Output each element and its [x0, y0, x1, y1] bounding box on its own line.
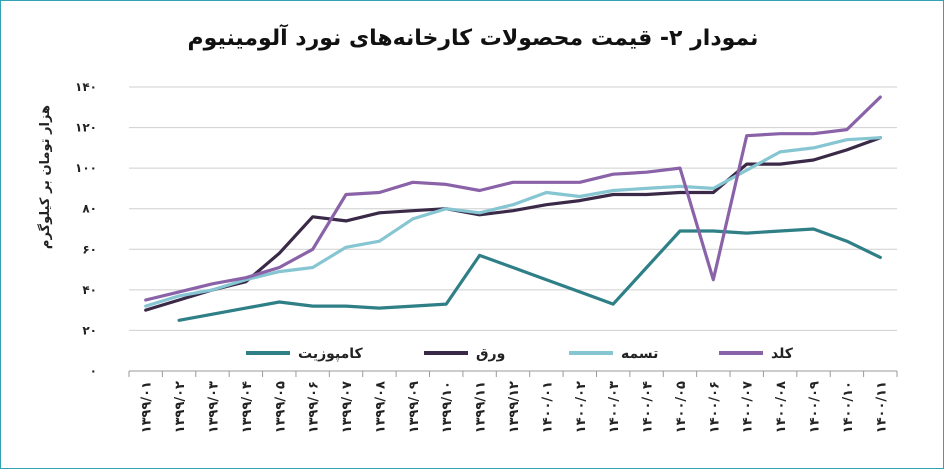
series-lines: [144, 95, 882, 322]
y-axis-label: هزار تومان بر کیلوگرم: [37, 105, 53, 249]
x-tick-label: ۱۳۹۹/۱۱: [474, 381, 489, 433]
x-tick-label: ۱۳۹۹/۰۸: [373, 381, 388, 433]
legend: کامپوزیت ورق تسمه کلد: [246, 346, 794, 362]
y-tick-label: ۱۰۰: [75, 161, 97, 175]
series-line: [144, 136, 882, 308]
x-tick-label: ۱۴۰۰/۰۸: [774, 381, 789, 433]
x-tick-label: ۱۴۰۰/۰۷: [741, 381, 756, 433]
y-tick-label: ۱۴۰: [75, 80, 97, 94]
x-tick-label: ۱۳۹۹/۰۲: [173, 381, 188, 433]
x-tick-label: ۱۳۹۹/۰۹: [407, 381, 422, 433]
x-tick-label: ۱۳۹۹/۰۴: [240, 381, 255, 433]
x-tick-label: ۱۴۰۰/۰۹: [808, 381, 823, 433]
y-axis-ticks: ۰ ۲۰ ۴۰ ۶۰ ۸۰ ۱۰۰ ۱۲۰ ۱۴۰: [75, 80, 97, 378]
x-tick-label: ۱۳۹۹/۰۳: [206, 381, 221, 433]
x-tick-label: ۱۴۰۰/۰۲: [574, 381, 589, 433]
series-line: [177, 227, 882, 322]
legend-label: کامپوزیت: [298, 346, 364, 362]
x-tick-label: ۱۴۰۰/۰۶: [707, 381, 722, 433]
x-tick-label: ۱۳۹۹/۰۶: [307, 381, 322, 433]
y-tick-label: ۸۰: [82, 202, 97, 216]
x-tick-label: ۱۴۰۰/۱۰: [841, 381, 856, 433]
y-tick-label: ۲۰: [82, 323, 97, 337]
x-tick-label: ۱۳۹۹/۱۰: [440, 381, 455, 433]
chart-title: نمودار ۲- قیمت محصولات کارخانه‌های نورد …: [188, 23, 759, 51]
x-tick-label: ۱۳۹۹/۱۲: [507, 381, 522, 433]
y-tick-label: ۱۲۰: [75, 121, 97, 135]
legend-label: کلد: [771, 346, 794, 362]
x-tick-label: ۱۴۰۰/۰۳: [607, 381, 622, 433]
x-tick-label: ۱۴۰۰/۱۱: [874, 381, 889, 433]
legend-label: ورق: [476, 346, 505, 362]
x-tick-label: ۱۳۹۹/۰۵: [273, 381, 288, 433]
x-tick-label: ۱۴۰۰/۰۱: [540, 381, 555, 433]
series-line: [144, 95, 882, 302]
x-tick-label: ۱۴۰۰/۰۴: [641, 381, 656, 433]
series-line: [144, 136, 882, 312]
x-axis-ticks: ۱۳۹۹/۰۱ ۱۳۹۹/۰۲ ۱۳۹۹/۰۳ ۱۳۹۹/۰۴ ۱۳۹۹/۰۵ ۱۳۹۹/…: [140, 381, 890, 433]
x-tick-label: ۱۴۰۰/۰۵: [674, 381, 689, 433]
grid: [128, 86, 898, 377]
y-tick-label: ۶۰: [82, 242, 97, 256]
x-tick-label: ۱۳۹۹/۰۷: [340, 381, 355, 433]
legend-label: تسمه: [621, 346, 658, 362]
y-tick-label: ۰: [90, 364, 97, 378]
x-tick-label: ۱۳۹۹/۰۱: [140, 381, 155, 433]
y-tick-label: ۴۰: [82, 283, 97, 297]
